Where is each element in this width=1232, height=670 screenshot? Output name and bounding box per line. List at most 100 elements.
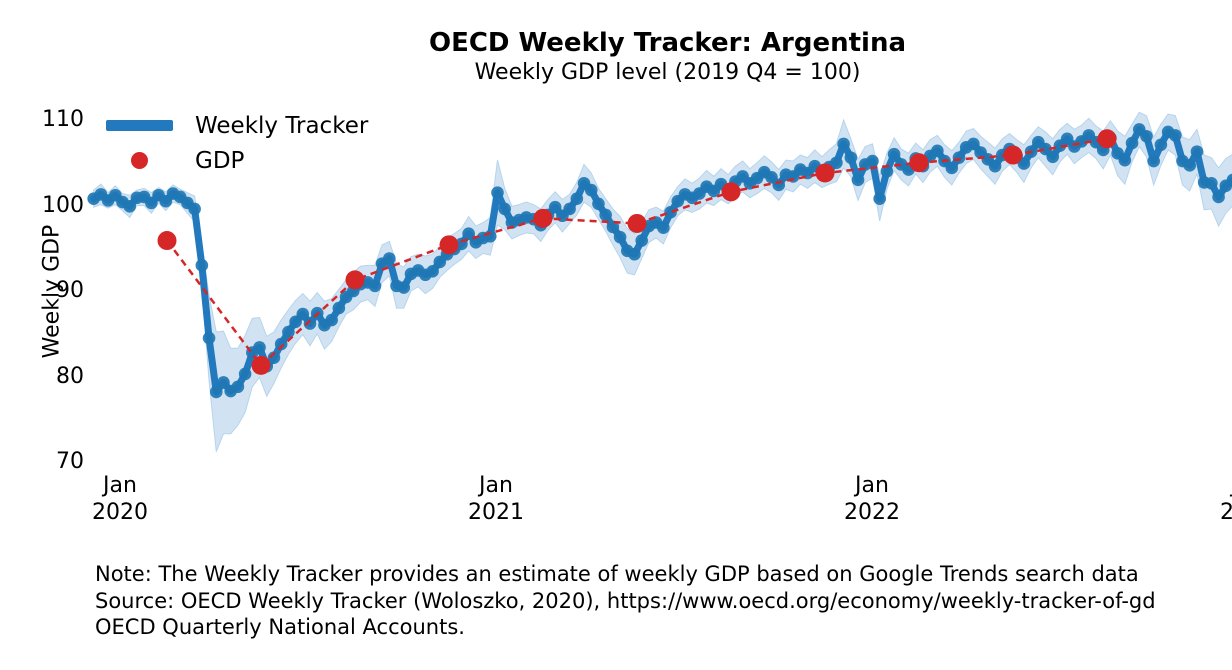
gdp-point xyxy=(721,182,741,202)
weekly-tracker-point xyxy=(628,247,641,261)
weekly-tracker-point xyxy=(584,183,598,197)
weekly-tracker-point xyxy=(772,178,786,192)
legend-label-weekly-tracker: Weekly Tracker xyxy=(195,112,369,139)
weekly-tracker-point xyxy=(851,173,865,187)
weekly-tracker-point xyxy=(238,367,252,381)
gdp-point xyxy=(439,235,459,255)
weekly-tracker-point xyxy=(988,159,1002,173)
x-tick-month: Jan xyxy=(479,473,513,498)
weekly-tracker-point xyxy=(209,385,223,399)
weekly-tracker-point xyxy=(1125,136,1139,150)
weekly-tracker-point xyxy=(1205,176,1218,190)
x-tick-year: 2023 xyxy=(1220,500,1232,525)
weekly-tracker-point xyxy=(483,229,497,243)
weekly-tracker-point xyxy=(202,331,216,345)
x-tick-jan-2020: Jan 2020 xyxy=(50,472,190,526)
weekly-tracker-point xyxy=(931,144,944,158)
weekly-tracker-point xyxy=(397,281,411,294)
weekly-tracker-point xyxy=(383,252,396,265)
weekly-tracker-point xyxy=(462,227,475,241)
legend-item-weekly-tracker: Weekly Tracker xyxy=(106,108,368,143)
weekly-tracker-point xyxy=(282,325,295,339)
weekly-tracker-point xyxy=(332,301,346,315)
x-tick-year: 2022 xyxy=(844,500,900,525)
gdp-dashed-line xyxy=(166,137,1108,368)
footnote-line-1: Note: The Weekly Tracker provides an est… xyxy=(95,562,1139,586)
weekly-tracker-line-swatch-icon xyxy=(106,120,173,131)
weekly-tracker-point xyxy=(195,259,209,272)
x-tick-year: 2021 xyxy=(468,500,524,525)
gdp-point xyxy=(815,163,835,183)
legend: Weekly Tracker GDP xyxy=(106,108,368,178)
x-tick-year: 2020 xyxy=(92,500,148,525)
weekly-tracker-point xyxy=(830,156,843,170)
weekly-tracker-point xyxy=(325,313,338,327)
weekly-tracker-point xyxy=(231,380,245,394)
gdp-point xyxy=(1097,129,1117,149)
weekly-tracker-point xyxy=(873,192,886,205)
weekly-tracker-point xyxy=(945,161,959,175)
weekly-tracker-point xyxy=(1140,129,1153,143)
weekly-tracker-point xyxy=(657,221,670,235)
x-tick-jan-2021: Jan 2021 xyxy=(426,472,566,526)
weekly-tracker-point xyxy=(1118,153,1132,167)
gdp-point xyxy=(1003,145,1023,165)
x-tick-month: Jan xyxy=(103,473,137,498)
weekly-tracker-point xyxy=(887,147,901,161)
x-tick-month: Jan xyxy=(1178,472,1232,499)
weekly-tracker-point xyxy=(267,351,281,364)
weekly-tracker-point xyxy=(274,337,288,351)
weekly-tracker-point xyxy=(1169,129,1182,142)
weekly-tracker-point xyxy=(1212,190,1225,204)
weekly-tracker-point xyxy=(1147,154,1160,168)
weekly-tracker-point xyxy=(613,230,627,244)
y-tick-90: 90 xyxy=(56,278,84,303)
gdp-point xyxy=(345,270,365,290)
chart-subtitle: Weekly GDP level (2019 Q4 = 100) xyxy=(474,60,861,85)
legend-label-gdp: GDP xyxy=(195,147,245,174)
chart-title: OECD Weekly Tracker: Argentina xyxy=(428,28,907,58)
footnote: Note: The Weekly Tracker provides an est… xyxy=(95,561,1232,641)
gdp-point xyxy=(251,355,271,375)
weekly-tracker-point xyxy=(967,137,980,151)
weekly-tracker-point xyxy=(217,376,230,389)
weekly-tracker-point xyxy=(296,307,310,321)
weekly-tracker-point xyxy=(837,137,850,151)
gdp-point xyxy=(909,153,929,173)
gdp-point xyxy=(627,213,647,233)
weekly-tracker-point xyxy=(491,186,504,199)
weekly-tracker-point xyxy=(426,265,439,278)
y-tick-70: 70 xyxy=(56,449,84,474)
weekly-tracker-point xyxy=(1226,173,1232,187)
weekly-tracker-point xyxy=(498,202,512,216)
weekly-tracker-point xyxy=(253,341,266,354)
weekly-tracker-point xyxy=(866,154,879,168)
footnote-line-3: OECD Quarterly National Accounts. xyxy=(95,615,465,639)
weekly-tracker-point xyxy=(599,208,612,222)
gdp-dot-swatch-icon xyxy=(131,152,148,169)
x-tick-jan-2023: Jan2023 xyxy=(1178,472,1232,526)
weekly-tracker-point xyxy=(592,197,605,211)
footnote-line-2: Source: OECD Weekly Tracker (Woloszko, 2… xyxy=(95,588,1156,613)
y-tick-110: 110 xyxy=(42,107,84,132)
weekly-tracker-point xyxy=(570,192,584,205)
weekly-tracker-point xyxy=(952,151,966,164)
x-tick-month: Jan xyxy=(855,473,889,498)
weekly-tracker-point xyxy=(548,200,562,214)
weekly-tracker-point xyxy=(1154,138,1168,152)
weekly-tracker-point xyxy=(1183,159,1197,172)
x-tick-jan-2022: Jan 2022 xyxy=(802,472,942,526)
weekly-tracker-point xyxy=(188,202,201,216)
weekly-tracker-point xyxy=(664,206,677,219)
weekly-tracker-point xyxy=(1046,150,1060,164)
gdp-point xyxy=(533,208,553,228)
gdp-point xyxy=(157,231,177,251)
weekly-tracker-point xyxy=(844,151,858,164)
weekly-tracker-point xyxy=(635,234,649,247)
weekly-tracker-point xyxy=(606,220,620,234)
weekly-tracker-point xyxy=(880,165,894,178)
weekly-tracker-point xyxy=(1190,145,1204,158)
weekly-tracker-point xyxy=(303,317,317,330)
